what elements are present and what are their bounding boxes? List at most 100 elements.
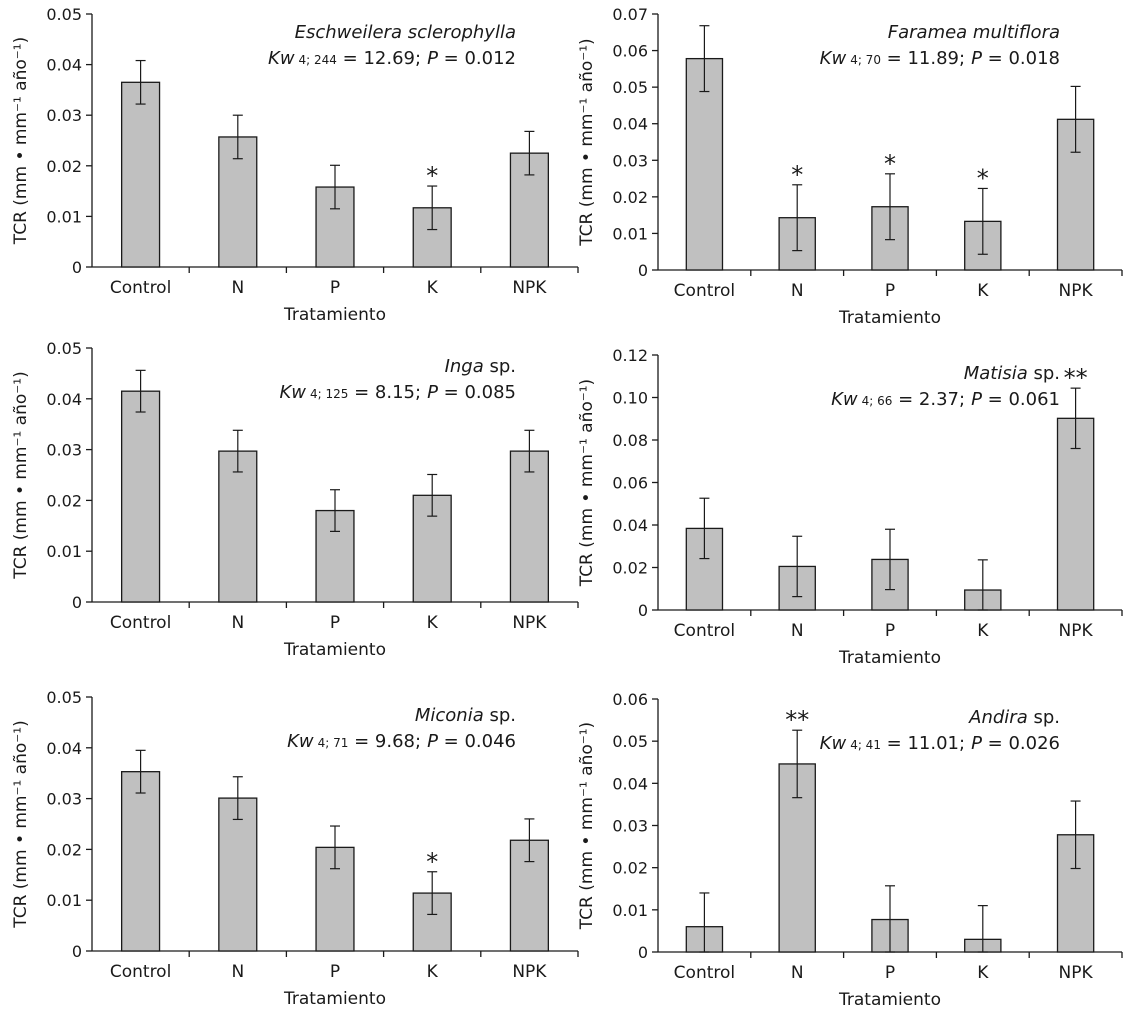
y-tick-label: 0.10 [612, 389, 648, 408]
p-label: P [971, 389, 982, 410]
y-tick-label: 0.03 [46, 790, 82, 809]
category-label: P [330, 278, 340, 298]
category-label: N [231, 613, 244, 633]
species-suffix: sp. [484, 705, 516, 726]
y-tick-label: 0.06 [612, 474, 648, 493]
p-value: = 0.046 [438, 731, 516, 752]
stat-prefix: Kw [820, 48, 847, 69]
category-label: Control [110, 278, 171, 298]
y-tick-label: 0.03 [612, 151, 648, 170]
y-tick-label: 0.04 [612, 774, 648, 793]
x-axis-title: Tratamiento [838, 308, 941, 328]
category-label: Control [110, 613, 171, 633]
p-label: P [971, 733, 982, 754]
chart-4: 0 0.01 0.02 0.03 0.04 0.05 Control N P * K NPK Trata… [11, 688, 579, 1009]
y-axis-title: TCR (mm • mm⁻¹ año⁻¹) [11, 37, 31, 245]
category-label: K [427, 613, 439, 633]
stat-value: = 9.68; [348, 731, 421, 752]
x-axis-title: Tratamiento [283, 989, 386, 1009]
y-tick-label: 0.02 [612, 859, 648, 878]
species-title: Andira sp. [968, 707, 1060, 728]
y-axis-title: TCR (mm • mm⁻¹ año⁻¹) [11, 720, 31, 928]
bar-n [218, 797, 258, 952]
y-tick-label: 0.05 [46, 339, 82, 358]
p-value: = 0.018 [982, 48, 1060, 69]
p-value: = 0.026 [982, 733, 1060, 754]
y-tick-label: 0 [638, 943, 648, 962]
y-tick-label: 0.07 [612, 5, 648, 24]
y-tick-label: 0.03 [612, 817, 648, 836]
category-label: K [977, 963, 989, 983]
stat-prefix: Kw [268, 48, 295, 69]
p-value: = 0.061 [982, 389, 1060, 410]
y-tick-label: 0.03 [46, 106, 82, 125]
y-axis-title: TCR (mm • mm⁻¹ año⁻¹) [577, 379, 597, 587]
kruskal-wallis-stat: Kw 4; 41 = 11.01; P = 0.026 [820, 733, 1060, 754]
y-tick-label: 0.05 [612, 732, 648, 751]
y-tick-label: 0 [638, 601, 648, 620]
y-tick-label: 0.01 [612, 224, 648, 243]
bar-npk [1056, 417, 1095, 611]
category-label: K [427, 278, 439, 298]
category-label: NPK [512, 962, 547, 982]
stat-value: = 12.69; [337, 48, 421, 69]
y-tick-label: 0.02 [46, 157, 82, 176]
category-label: K [977, 621, 989, 641]
category-label: P [885, 621, 895, 641]
stat-prefix: Kw [287, 731, 314, 752]
species-name: Faramea multiflora [888, 22, 1060, 43]
significance-marker: * [884, 150, 896, 178]
category-label: N [791, 963, 804, 983]
x-axis-title: Tratamiento [838, 648, 941, 668]
x-axis-title: Tratamiento [283, 640, 386, 660]
y-tick-label: 0.04 [46, 739, 82, 758]
stat-subscript: 4; 71 [318, 736, 349, 750]
species-name: Andira [968, 707, 1028, 728]
bar-n [218, 136, 258, 268]
stat-value: = 11.01; [881, 733, 965, 754]
species-suffix: sp. [1028, 363, 1060, 384]
p-label: P [427, 48, 438, 69]
y-tick-label: 0.06 [612, 42, 648, 61]
bar-control [120, 390, 161, 603]
category-label: Control [674, 963, 735, 983]
y-tick-label: 0 [72, 593, 82, 612]
significance-marker: ** [1064, 364, 1088, 392]
category-label: Control [674, 281, 735, 301]
stat-value: = 8.15; [348, 382, 421, 403]
stat-value: = 2.37; [892, 389, 965, 410]
x-axis-title: Tratamiento [283, 305, 386, 325]
category-label: N [791, 621, 804, 641]
significance-marker: * [977, 164, 989, 192]
category-label: NPK [1059, 963, 1094, 983]
category-label: NPK [1059, 281, 1094, 301]
y-tick-label: 0.01 [46, 542, 82, 561]
bar-control [120, 771, 161, 952]
stat-subscript: 4; 66 [862, 394, 893, 408]
y-tick-label: 0.06 [612, 690, 648, 709]
y-tick-label: 0.08 [612, 431, 648, 450]
category-label: N [231, 278, 244, 298]
category-label: N [231, 962, 244, 982]
category-label: Control [674, 621, 735, 641]
stat-prefix: Kw [820, 733, 847, 754]
y-tick-label: 0.01 [46, 207, 82, 226]
species-title: Eschweilera sclerophylla [295, 22, 516, 43]
y-tick-label: 0.04 [46, 56, 82, 75]
significance-marker: * [791, 161, 803, 189]
category-label: K [977, 281, 989, 301]
y-axis-title: TCR (mm • mm⁻¹ año⁻¹) [11, 371, 31, 579]
stat-subscript: 4; 41 [850, 738, 881, 752]
y-tick-label: 0.02 [612, 188, 648, 207]
chart-0: 0 0.01 0.02 0.03 0.04 0.05 Control N P * K NPK Trata… [11, 5, 579, 325]
species-name: Inga [445, 356, 484, 377]
category-label: P [330, 613, 340, 633]
stat-subscript: 4; 125 [310, 387, 348, 401]
p-label: P [427, 382, 438, 403]
bar-p [315, 186, 355, 268]
kruskal-wallis-stat: Kw 4; 125 = 8.15; P = 0.085 [279, 382, 516, 403]
category-label: N [791, 281, 804, 301]
x-axis-title: Tratamiento [838, 990, 941, 1010]
category-label: K [427, 962, 439, 982]
